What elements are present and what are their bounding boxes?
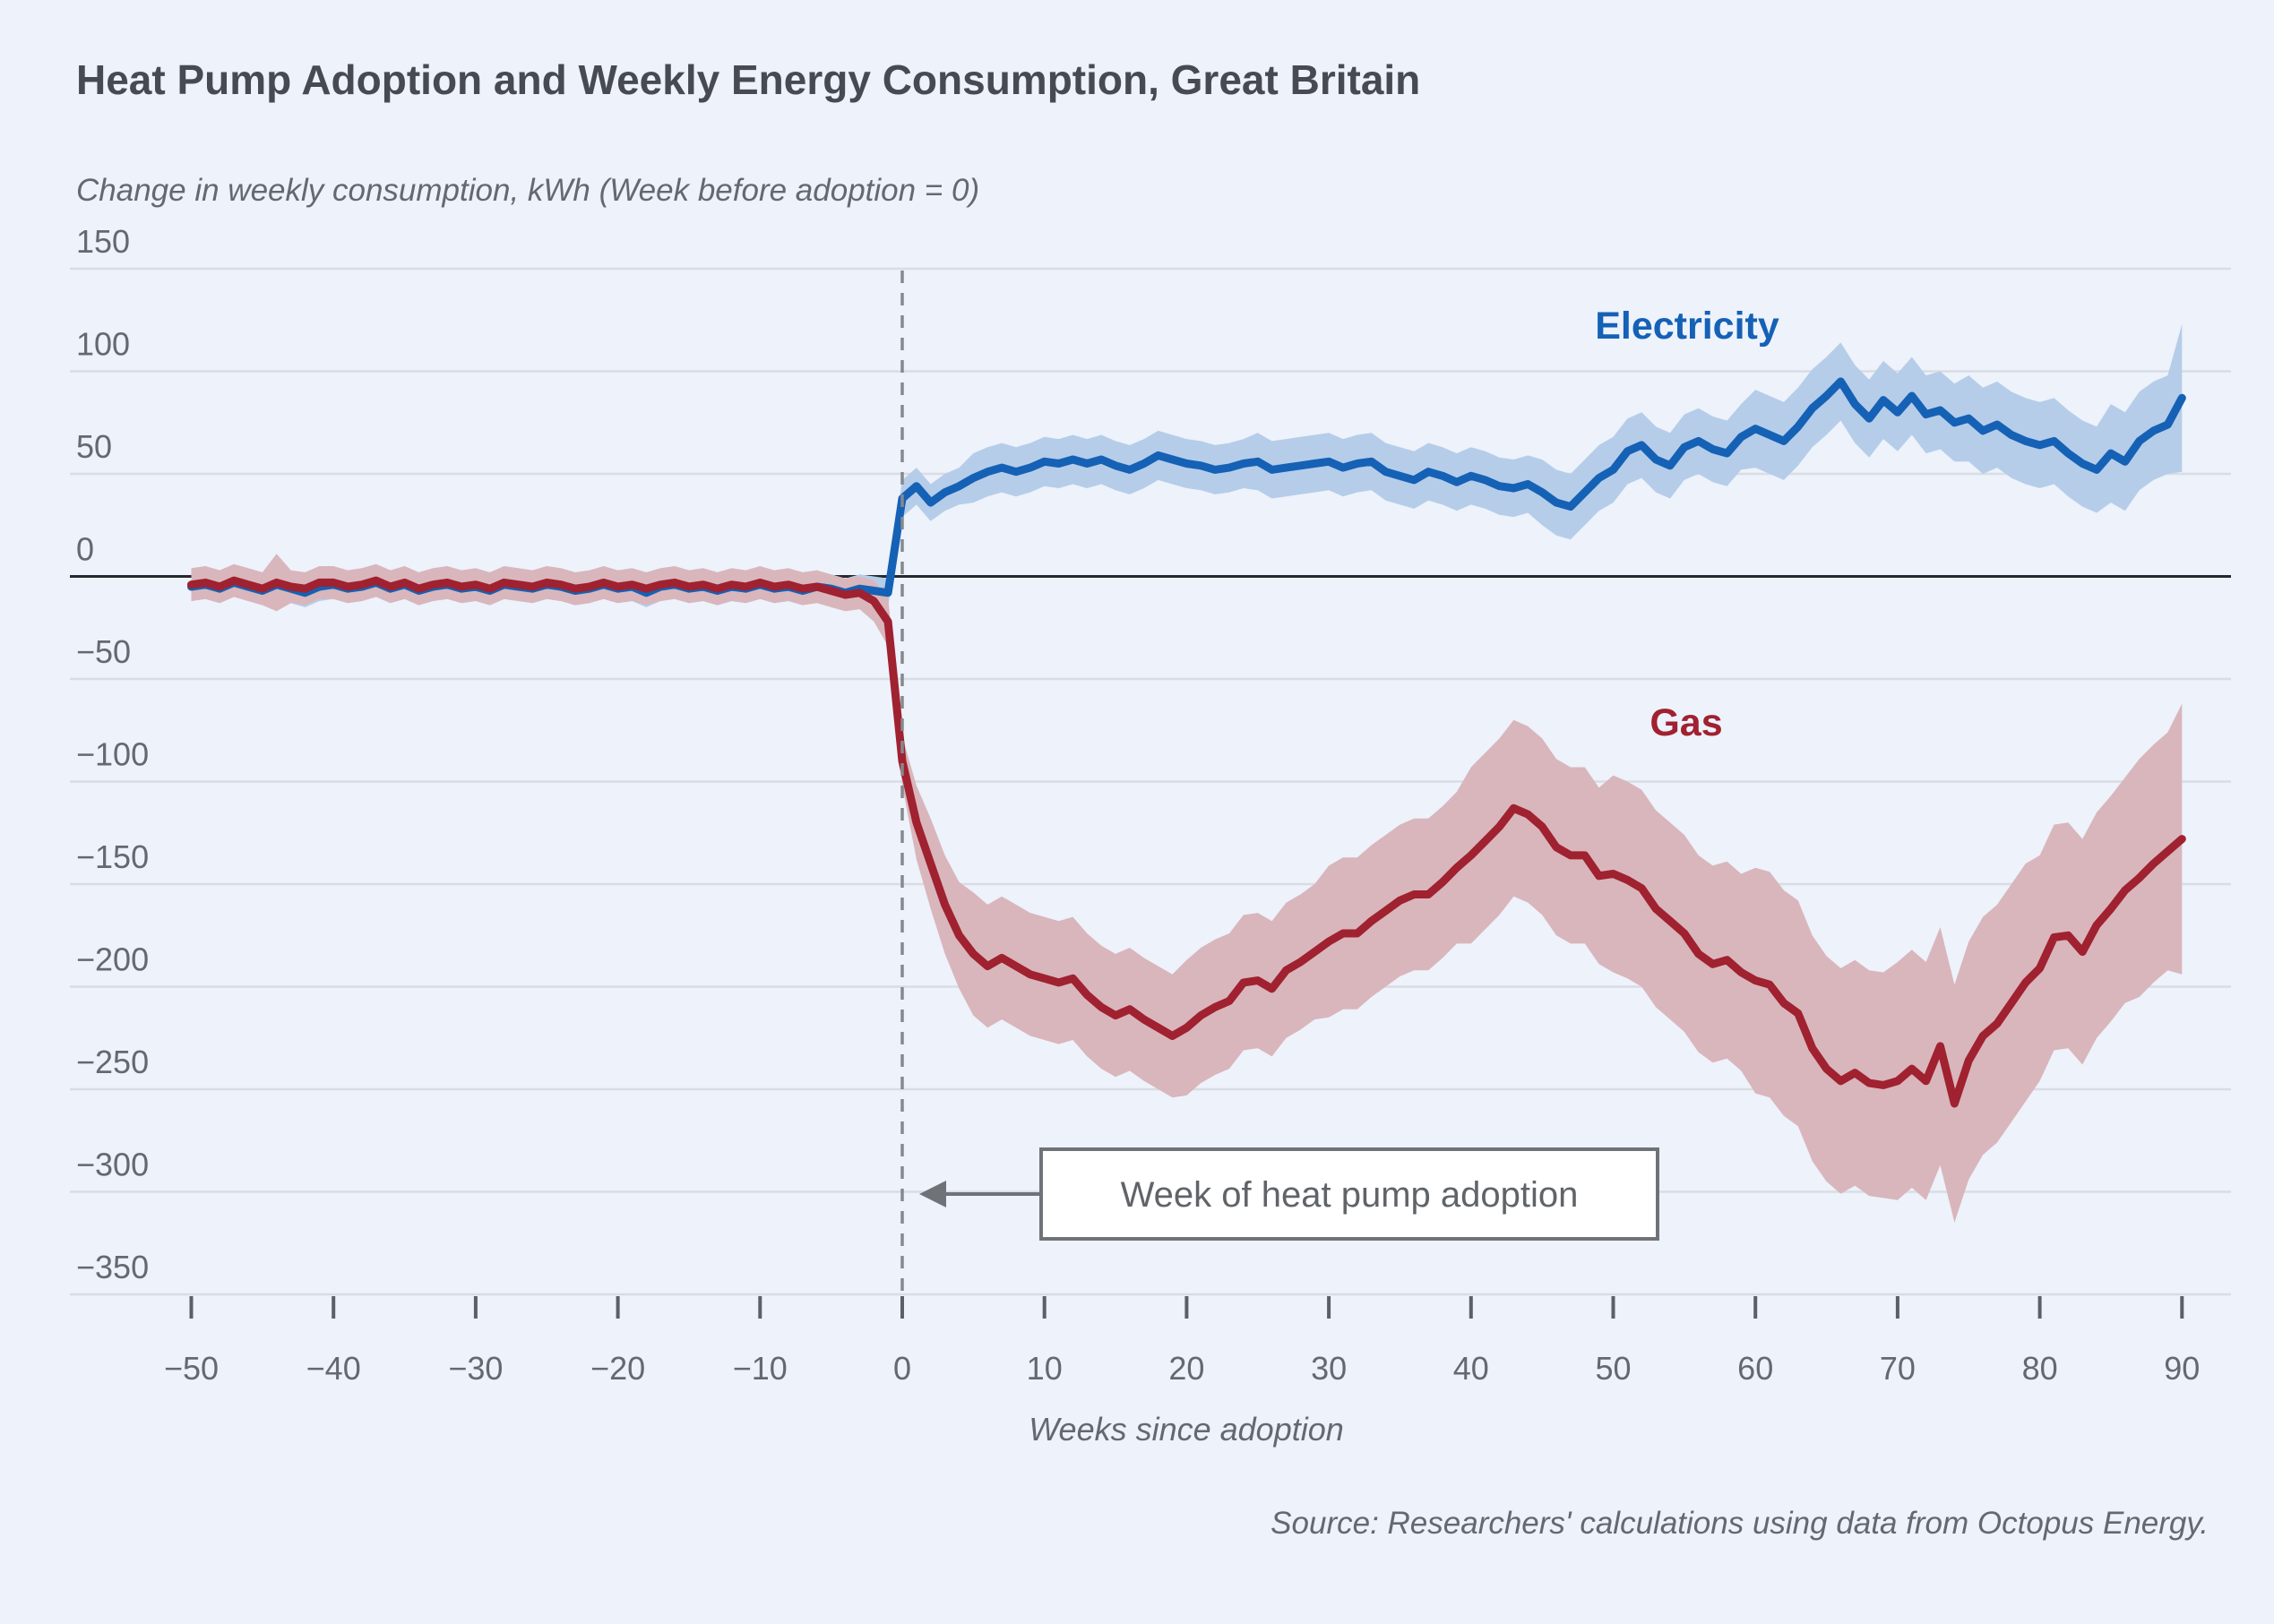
y-tick-label: 0 <box>76 531 94 568</box>
x-tick-label: −40 <box>306 1350 361 1387</box>
series-lines-layer <box>187 377 2186 1108</box>
gas-series-label: Gas <box>1650 701 1722 744</box>
x-tick-label: 10 <box>1027 1350 1063 1387</box>
x-tick-label: −30 <box>448 1350 503 1387</box>
y-tick-label: 100 <box>76 326 130 363</box>
x-tick-label: 20 <box>1168 1350 1204 1387</box>
y-tick-label: 150 <box>76 223 130 260</box>
electricity-series-label: Electricity <box>1595 305 1779 348</box>
x-tick-label: −50 <box>164 1350 219 1387</box>
x-tick-label: 30 <box>1311 1350 1347 1387</box>
y-tick-label: −50 <box>76 633 131 670</box>
x-tick-label: −20 <box>590 1350 645 1387</box>
annotation-arrow-head <box>919 1181 946 1207</box>
x-axis-title: Weeks since adoption <box>1029 1411 1344 1448</box>
x-tick-label: 0 <box>893 1350 911 1387</box>
gas-band <box>191 554 2183 1223</box>
y-tick-label: −200 <box>76 941 149 978</box>
y-tick-label: −250 <box>76 1044 149 1080</box>
x-tick-label: 90 <box>2164 1350 2200 1387</box>
axes-layer: 150100500−50−100−150−200−250−300−350−50−… <box>76 223 2200 1387</box>
y-tick-label: 50 <box>76 428 112 465</box>
x-tick-label: 80 <box>2022 1350 2058 1387</box>
y-tick-label: −350 <box>76 1249 149 1285</box>
x-tick-label: 40 <box>1453 1350 1489 1387</box>
y-tick-label: −300 <box>76 1147 149 1183</box>
source-note: Source: Researchers' calculations using … <box>1271 1506 2209 1541</box>
y-axis-title: Change in weekly consumption, kWh (Week … <box>76 173 979 208</box>
x-tick-label: −10 <box>733 1350 788 1387</box>
y-tick-label: −150 <box>76 838 149 875</box>
page-title: Heat Pump Adoption and Weekly Energy Con… <box>76 56 1420 103</box>
y-tick-label: −100 <box>76 736 149 773</box>
adoption-annotation: Week of heat pump adoption <box>919 1147 1659 1241</box>
x-tick-label: 70 <box>1880 1350 1916 1387</box>
annotation-box <box>1039 1147 1659 1241</box>
x-tick-label: 50 <box>1595 1350 1631 1387</box>
gas-line <box>187 576 2186 1108</box>
x-tick-label: 60 <box>1737 1350 1773 1387</box>
annotation-text: Week of heat pump adoption <box>1121 1175 1579 1215</box>
